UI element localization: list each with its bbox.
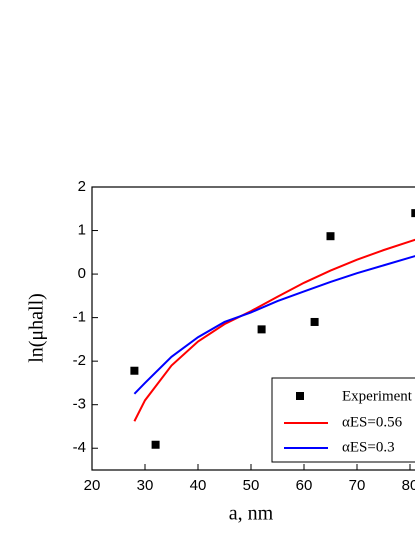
curve	[133, 238, 415, 422]
y-axis-label: ln(μhall)	[26, 293, 48, 363]
y-tick-label: -2	[73, 352, 86, 369]
data-point	[130, 366, 139, 375]
data-point	[310, 317, 319, 326]
legend-label: αES=0.3	[342, 439, 395, 455]
x-tick-label: 30	[137, 477, 154, 494]
y-tick-label: -4	[73, 439, 86, 456]
legend-symbol	[296, 392, 304, 400]
legend-label: αES=0.56	[342, 414, 403, 430]
y-tick-label: 2	[78, 178, 86, 195]
data-point	[151, 440, 160, 449]
plot-frame	[91, 186, 415, 471]
x-tick-label: 70	[349, 477, 366, 494]
x-tick-label: 50	[243, 477, 260, 494]
curve	[133, 255, 415, 395]
y-tick-label: -3	[73, 396, 86, 413]
data-point	[326, 232, 335, 241]
y-tick-label: 1	[78, 222, 86, 239]
x-tick-label: 60	[296, 477, 313, 494]
y-tick-label: -1	[73, 309, 86, 326]
y-tick-label: 0	[78, 265, 86, 282]
x-axis-label: a, nm	[229, 503, 274, 525]
x-tick-label: 20	[84, 477, 101, 494]
x-tick-label: 40	[190, 477, 207, 494]
data-point	[257, 325, 266, 334]
legend-label: Experiment	[342, 388, 413, 404]
data-point	[411, 209, 415, 218]
x-tick-label: 80	[402, 477, 415, 494]
